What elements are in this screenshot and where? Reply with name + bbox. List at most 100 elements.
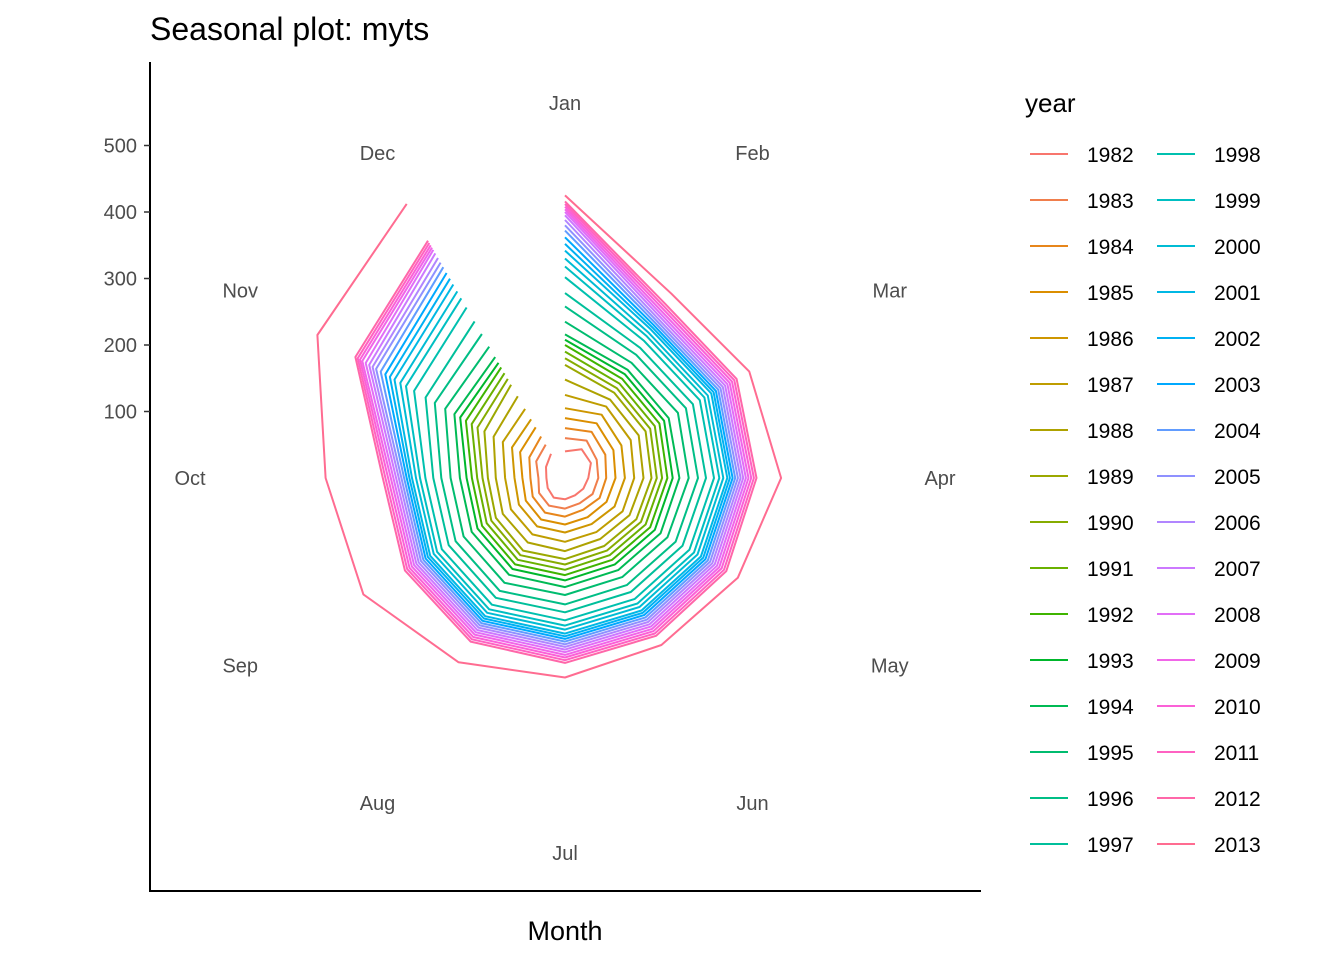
series-line-2011 [356, 203, 755, 662]
month-label-may: May [871, 656, 909, 678]
series-line-1991 [470, 350, 664, 571]
month-label-mar: Mar [873, 281, 908, 303]
legend-label-1983: 1983 [1087, 190, 1134, 213]
legend-item-1987: 1987 [1030, 374, 1134, 397]
legend-label-1982: 1982 [1087, 144, 1134, 167]
legend-label-2013: 2013 [1214, 834, 1261, 857]
series-lines [316, 194, 783, 679]
legend-item-1982: 1982 [1030, 144, 1134, 167]
month-label-jun: Jun [736, 793, 768, 815]
legend-item-2006: 2006 [1157, 512, 1261, 535]
legend-label-1991: 1991 [1087, 558, 1134, 581]
legend-item-2001: 2001 [1157, 282, 1261, 305]
legend-item-2004: 2004 [1157, 420, 1261, 443]
legend-label-1993: 1993 [1087, 650, 1134, 673]
legend-label-2000: 2000 [1214, 236, 1261, 259]
legend-item-1984: 1984 [1030, 236, 1134, 259]
month-label-feb: Feb [735, 143, 769, 165]
series-line-2010 [359, 206, 753, 659]
legend-item-2007: 2007 [1157, 558, 1261, 581]
y-tick-label: 200 [104, 335, 137, 357]
legend-label-2003: 2003 [1214, 374, 1261, 397]
legend-label-1988: 1988 [1087, 420, 1134, 443]
legend-label-2004: 2004 [1214, 420, 1261, 443]
series-line-2001 [393, 249, 729, 635]
legend-label-1998: 1998 [1214, 144, 1261, 167]
month-label-sep: Sep [222, 656, 258, 678]
legend-label-1990: 1990 [1087, 512, 1134, 535]
legend-item-1998: 1998 [1157, 144, 1261, 167]
series-line-2005 [375, 224, 739, 646]
legend-item-2013: 2013 [1157, 834, 1261, 857]
series-line-1994 [453, 333, 681, 589]
legend-label-2006: 2006 [1214, 512, 1261, 535]
series-line-1987 [501, 393, 636, 543]
series-line-2004 [379, 229, 737, 643]
legend-label-2002: 2002 [1214, 328, 1261, 351]
month-label-aug: Aug [360, 793, 396, 815]
series-line-1995 [444, 320, 690, 596]
legend-item-1988: 1988 [1030, 420, 1134, 443]
legend-item-2002: 2002 [1157, 328, 1261, 351]
month-label-oct: Oct [174, 468, 206, 490]
legend-label-2012: 2012 [1214, 788, 1261, 811]
y-tick-label: 400 [104, 202, 137, 224]
month-label-jan: Jan [549, 93, 581, 115]
legend-item-2009: 2009 [1157, 650, 1261, 673]
series-line-1982 [545, 448, 592, 501]
legend-label-1989: 1989 [1087, 466, 1134, 489]
month-label-dec: Dec [360, 143, 396, 165]
legend-item-2005: 2005 [1157, 466, 1261, 489]
legend-title: year [1025, 88, 1076, 118]
series-line-2006 [371, 219, 742, 648]
series-line-1993 [459, 338, 674, 582]
legend-item-1997: 1997 [1030, 834, 1134, 857]
y-tick-label: 500 [104, 136, 137, 158]
legend-label-2005: 2005 [1214, 466, 1261, 489]
series-line-2013 [316, 194, 783, 679]
legend-item-2000: 2000 [1157, 236, 1261, 259]
legend-label-1986: 1986 [1087, 328, 1134, 351]
legend-item-1994: 1994 [1030, 696, 1134, 719]
legend-item-1999: 1999 [1157, 190, 1261, 213]
legend-label-2001: 2001 [1214, 282, 1261, 305]
series-line-1999 [405, 265, 721, 627]
series-line-1998 [413, 276, 715, 622]
series-line-1988 [492, 378, 645, 553]
legend-label-2007: 2007 [1214, 558, 1261, 581]
legend-label-2008: 2008 [1214, 604, 1261, 627]
legend-item-1990: 1990 [1030, 512, 1134, 535]
legend-item-2003: 2003 [1157, 374, 1261, 397]
legend-label-1992: 1992 [1087, 604, 1134, 627]
series-line-2012 [354, 200, 758, 664]
legend-items: 1982 1983 1984 1985 1986 1987 1988 1989 1990 1991… [1030, 144, 1261, 857]
legend-item-1995: 1995 [1030, 742, 1134, 765]
legend-item-2012: 2012 [1157, 788, 1261, 811]
chart-title: Seasonal plot: myts [150, 11, 429, 47]
month-labels: Jan Feb Mar Apr May Jun Jul Aug Sep Oct Nov Dec [174, 93, 955, 865]
series-line-1990 [476, 357, 658, 566]
series-line-2009 [361, 208, 750, 656]
legend-label-1994: 1994 [1087, 696, 1134, 719]
series-line-1997 [424, 292, 707, 614]
y-tick-label: 300 [104, 269, 137, 291]
series-line-2007 [368, 214, 745, 651]
legend-label-1987: 1987 [1087, 374, 1134, 397]
legend-item-2010: 2010 [1157, 696, 1261, 719]
x-axis-title: Month [527, 916, 602, 946]
series-line-1986 [511, 407, 626, 534]
legend-item-2011: 2011 [1157, 742, 1259, 765]
series-line-1985 [519, 417, 617, 526]
series-line-2000 [399, 257, 725, 631]
legend-label-2011: 2011 [1214, 742, 1259, 765]
month-label-jul: Jul [552, 843, 578, 865]
series-line-2002 [388, 243, 731, 638]
legend-item-1993: 1993 [1030, 650, 1134, 673]
legend-item-1996: 1996 [1030, 788, 1134, 811]
legend-item-2008: 2008 [1157, 604, 1261, 627]
series-line-2003 [384, 236, 734, 640]
legend-label-1985: 1985 [1087, 282, 1134, 305]
legend-item-1989: 1989 [1030, 466, 1134, 489]
y-ticks: 100 200 300 400 500 [104, 136, 150, 424]
legend-label-1984: 1984 [1087, 236, 1134, 259]
